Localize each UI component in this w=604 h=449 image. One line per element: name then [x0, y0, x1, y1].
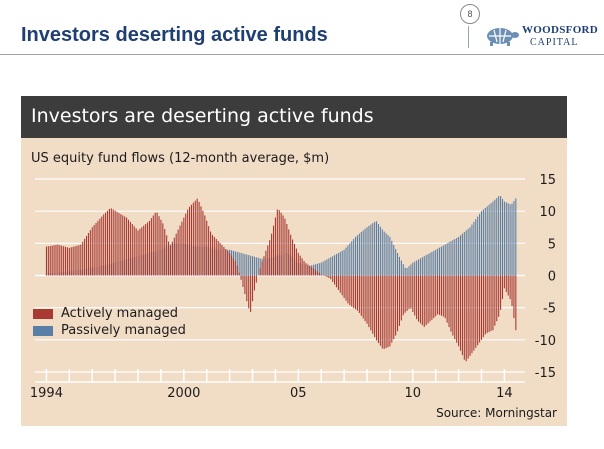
- logo-wordmark: WOODSFORD: [522, 24, 599, 36]
- chart-legend: Actively managed Passively managed: [33, 305, 186, 339]
- chart-subtitle: US equity fund flows (12-month average, …: [31, 151, 330, 166]
- legend-item-passive: Passively managed: [33, 322, 186, 339]
- x-tick-label: 10: [405, 386, 422, 401]
- y-tick-label: 10: [539, 205, 556, 220]
- x-tick-label: 05: [290, 386, 307, 401]
- logo-divider: [468, 26, 469, 48]
- title-divider: [0, 54, 604, 55]
- slide-title: Investors deserting active funds: [21, 24, 328, 46]
- page-number-badge: 8: [460, 4, 480, 24]
- y-tick-label: -10: [535, 334, 556, 349]
- x-tick-label: 14: [496, 386, 513, 401]
- legend-item-active: Actively managed: [33, 305, 186, 322]
- legend-swatch-passive: [33, 325, 53, 336]
- y-tick-label: 5: [548, 237, 556, 252]
- legend-swatch-active: [33, 308, 53, 319]
- y-tick-label: -15: [535, 366, 556, 381]
- chart-plot: 15 10 5 0 -5 -10 -15 1994 2000 05 10 14: [30, 173, 556, 401]
- chart-panel: 15 10 5 0 -5 -10 -15 1994 2000 05 10 14 Investors a…: [21, 96, 567, 426]
- y-tick-label: 0: [548, 270, 556, 285]
- company-logo: WOODSFORD CAPITAL: [480, 20, 600, 50]
- chart-title: Investors are deserting active funds: [31, 105, 374, 127]
- chart-header-bar: Investors are deserting active funds: [21, 96, 567, 138]
- turtle-logo-icon: [487, 28, 519, 46]
- y-tick-label: 15: [539, 173, 556, 188]
- legend-label-passive: Passively managed: [61, 323, 186, 338]
- legend-label-active: Actively managed: [61, 306, 178, 321]
- y-tick-label: -5: [543, 302, 556, 317]
- logo-submark: CAPITAL: [530, 37, 579, 48]
- x-tick-label: 2000: [167, 386, 200, 401]
- chart-source: Source: Morningstar: [436, 406, 557, 420]
- x-tick-label: 1994: [30, 386, 63, 401]
